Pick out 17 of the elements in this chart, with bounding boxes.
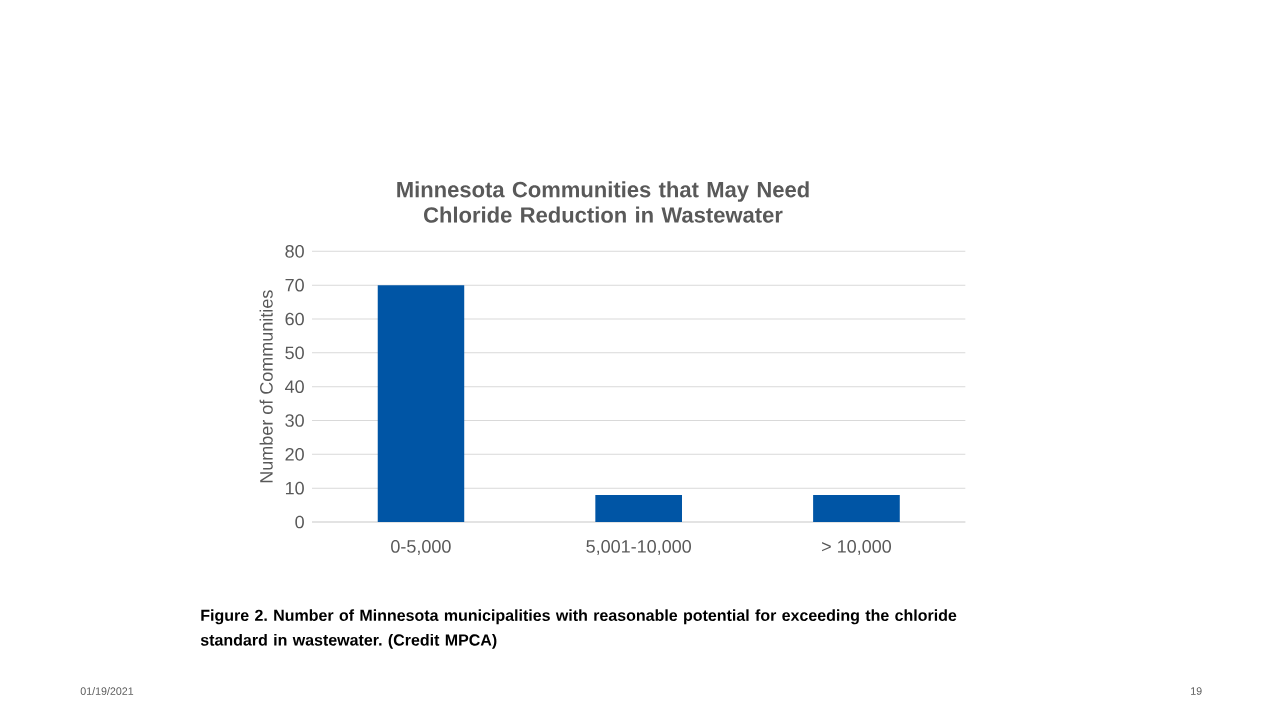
text: 19 (1191, 687, 1202, 695)
x-tick-label: > 10,000 (822, 540, 891, 555)
y-tick-label: 20 (285, 447, 304, 461)
y-tick-label: 10 (285, 481, 304, 495)
x-tick-label: 5,001-10,000 (586, 540, 691, 555)
x-tick-label: 0-5,000 (391, 540, 451, 555)
text: 01/19/2021 (80, 687, 134, 695)
chart-title: Minnesota Communities that May Need Chloride Reduction in Wastewater (397, 181, 809, 223)
y-tick-label: 40 (285, 380, 304, 394)
caption: Figure 2. Number of Minnesota municipalities with reasonable potential for exceeding the chloride standard in wastewater. (Credit MPCA) (200, 609, 957, 649)
y-tick-label: 80 (285, 244, 304, 258)
y-tick-label: 30 (285, 414, 304, 427)
y-axis-title: Number of Communities (259, 290, 273, 483)
y-tick-label: 50 (285, 346, 304, 360)
y-tick-label: 60 (285, 312, 304, 326)
y-tick-label: 0 (295, 515, 304, 529)
y-tick-label: 70 (285, 278, 304, 292)
